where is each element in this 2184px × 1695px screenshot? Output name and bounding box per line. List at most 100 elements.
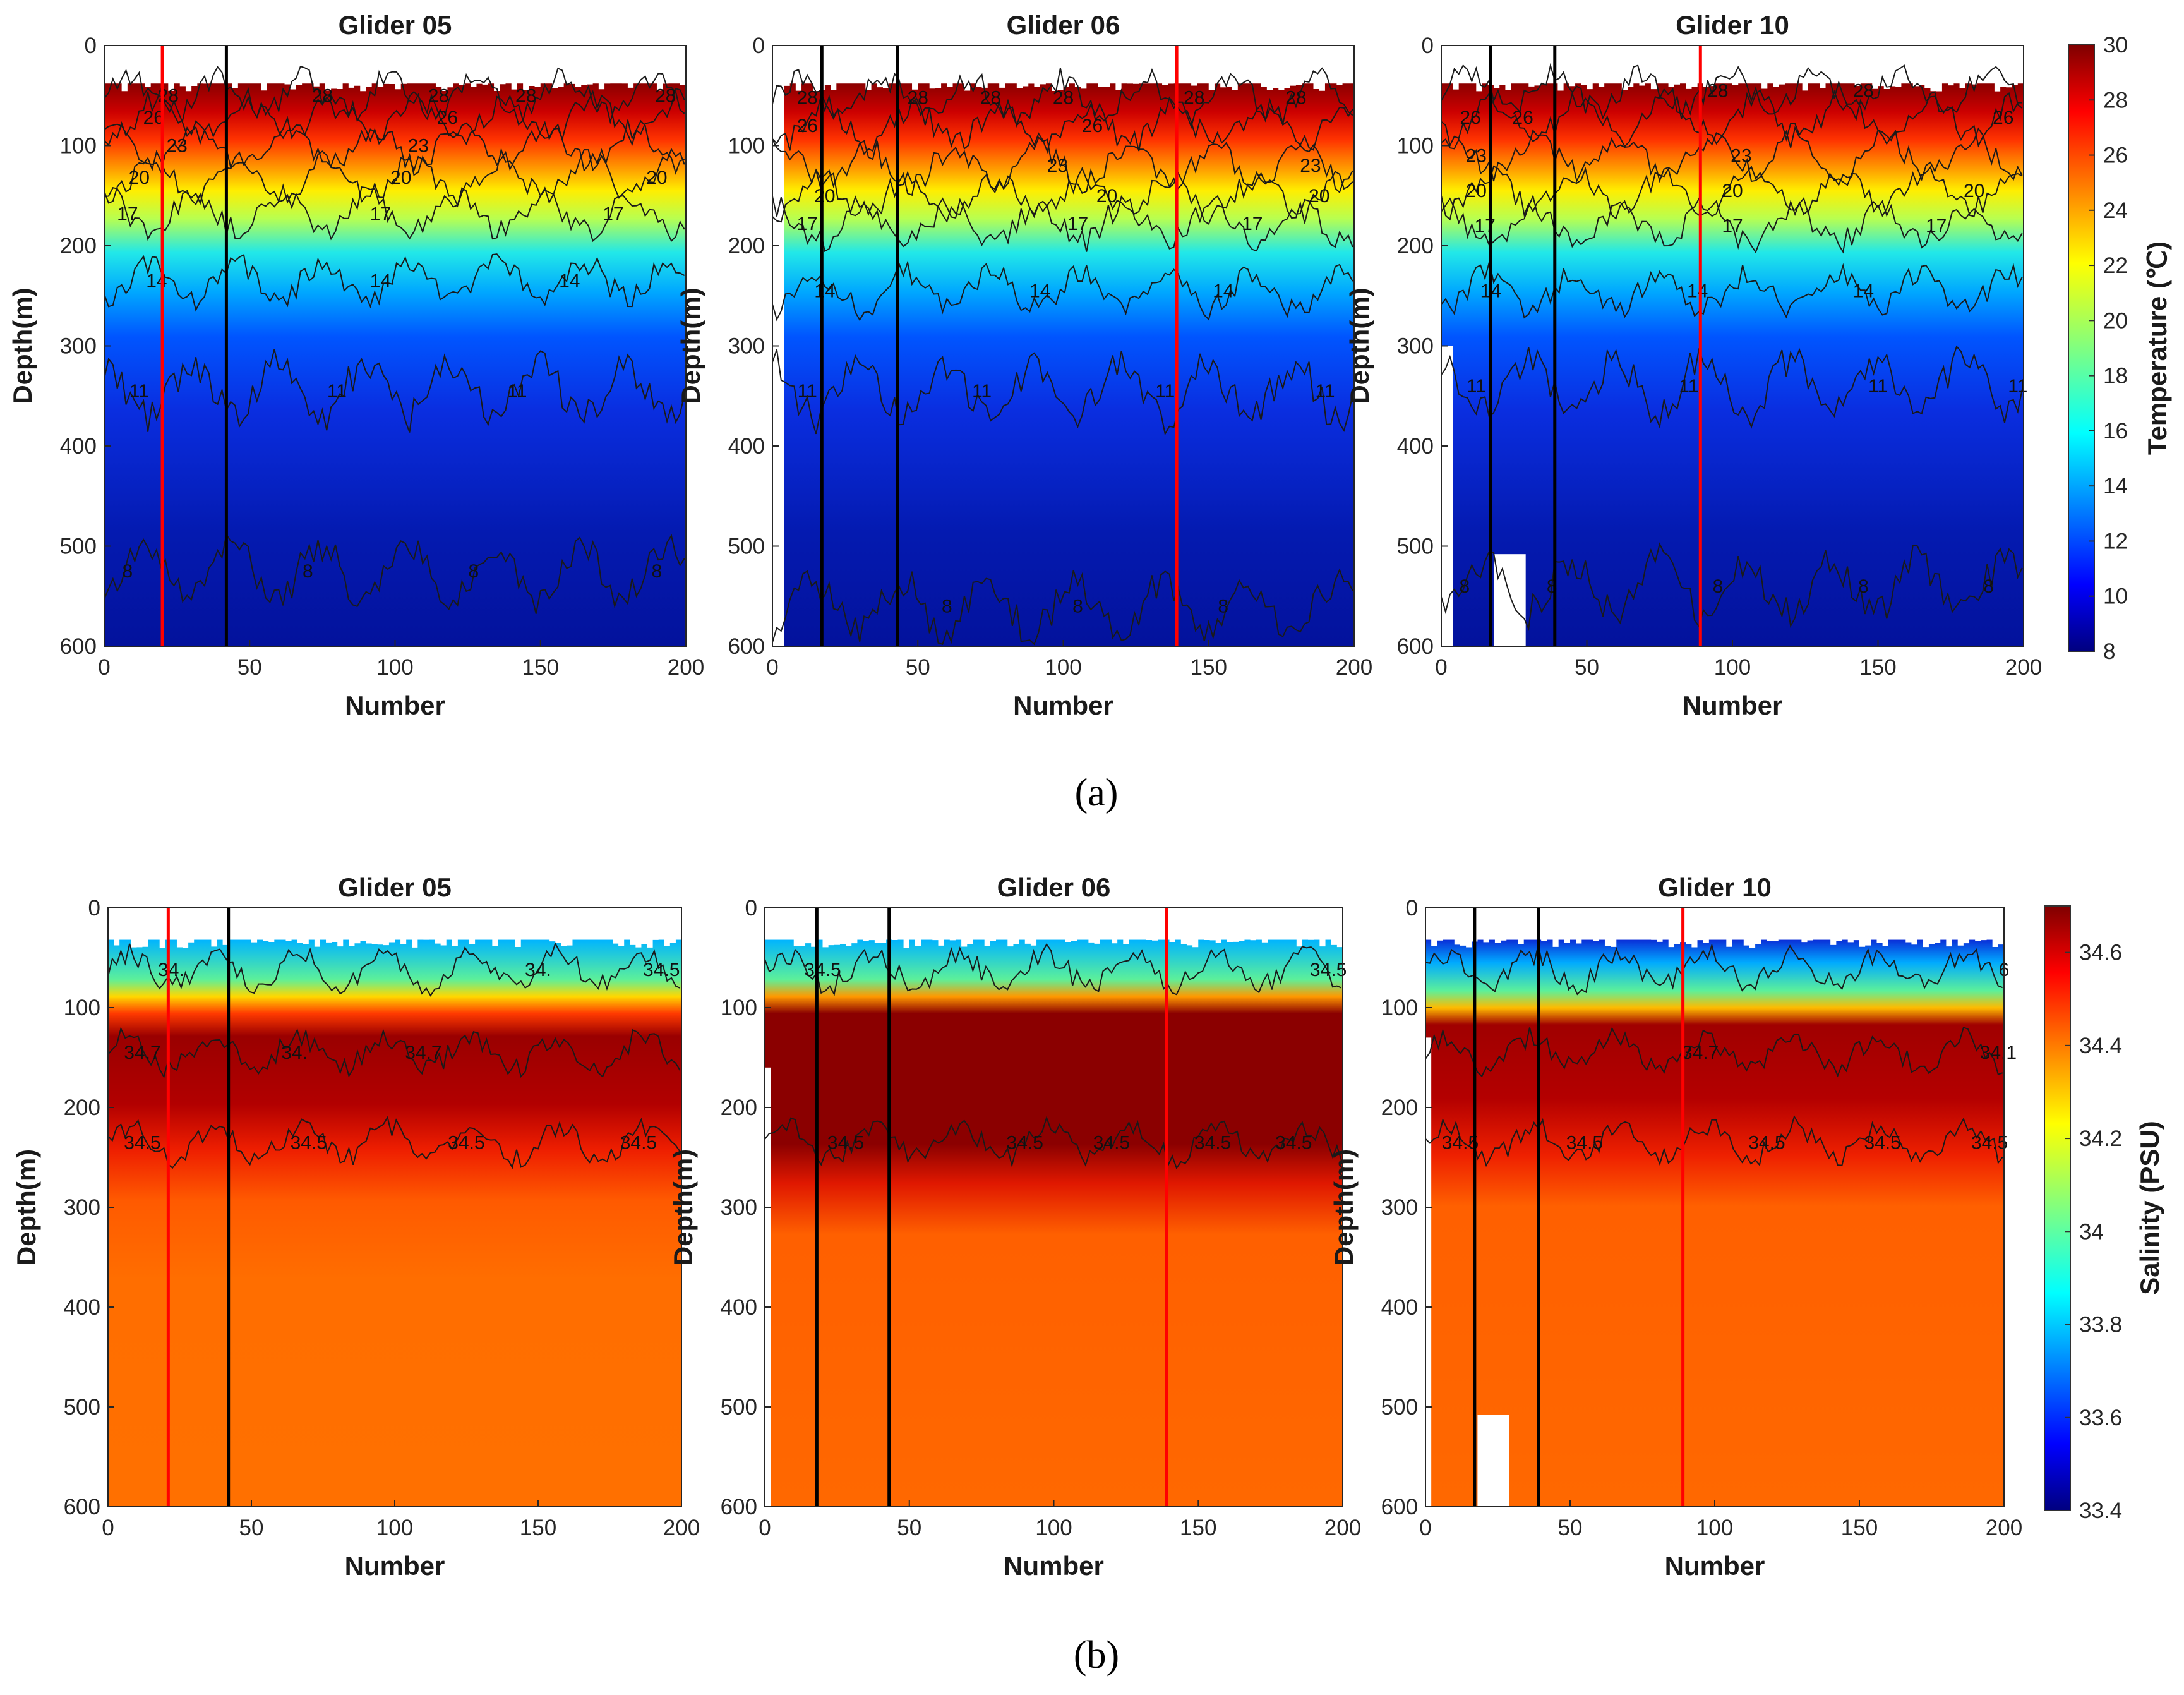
- contour-label: 17: [117, 203, 138, 224]
- colorbar-tick-label: 34.4: [2079, 1034, 2122, 1058]
- contour-line: [104, 186, 685, 243]
- panel-title: Glider 05: [339, 10, 452, 40]
- contour-label: 34.5: [827, 1132, 864, 1153]
- x-axis-label: Number: [345, 691, 445, 720]
- contour-label: 34.7: [1682, 1042, 1719, 1063]
- x-tick-label: 50: [239, 1516, 264, 1540]
- y-axis-label: Depth(m): [1345, 287, 1374, 404]
- y-tick-label: 200: [60, 234, 97, 258]
- contour-label: 34.5: [1971, 1132, 2008, 1153]
- contour-line: [764, 943, 1342, 996]
- surface-edge: [1441, 45, 2024, 92]
- y-tick-label: 400: [1381, 1295, 1418, 1320]
- contour-label: 14: [1853, 280, 1874, 301]
- colorbar-tick-label: 24: [2103, 198, 2128, 223]
- y-axis-label: Depth(m): [1329, 1149, 1359, 1265]
- y-axis-label: Depth(m): [676, 287, 705, 404]
- x-tick-label: 100: [1714, 655, 1751, 680]
- x-tick-label: 200: [1324, 1516, 1361, 1540]
- salinity-colorbar: 33.4 33.6 33.8 34 34.2 34.4 34.6 Salinity (PSU…: [2044, 905, 2164, 1523]
- contour-label: 23: [1466, 145, 1487, 166]
- x-tick-label: 100: [1045, 655, 1081, 680]
- x-tick-label: 0: [98, 655, 110, 680]
- colorbar-tick-label: 8: [2103, 639, 2115, 664]
- contour-label: 11: [129, 381, 149, 402]
- field-heatmap: [1441, 83, 2024, 647]
- y-tick-label: 400: [64, 1295, 100, 1320]
- y-tick-label: 600: [64, 1495, 100, 1519]
- contour-label: 23: [1300, 155, 1321, 176]
- contour-label: 8: [122, 561, 133, 582]
- contour-line: [104, 349, 685, 433]
- contour-label: 8: [1858, 576, 1869, 597]
- colorbar-tick-label: 22: [2103, 253, 2128, 278]
- contour-label: 8: [1218, 596, 1228, 617]
- y-tick-label: 100: [728, 134, 765, 159]
- contour-label: 17: [1722, 215, 1743, 236]
- contour-label: 34.: [525, 960, 551, 980]
- colorbar-tick-label: 20: [2103, 308, 2128, 333]
- colorbar-tick-label: 34: [2079, 1219, 2104, 1244]
- salinity-colorbar-label: Salinity (PSU): [2135, 1121, 2164, 1294]
- contour-label: 26: [437, 107, 458, 128]
- y-tick-label: 500: [721, 1395, 757, 1420]
- y-tick-label: 400: [60, 434, 97, 459]
- contour-label: 20: [814, 186, 835, 207]
- x-axis-label: Number: [1004, 1551, 1104, 1581]
- x-axis-label: Number: [345, 1551, 445, 1581]
- x-tick-label: 150: [1191, 655, 1227, 680]
- contour-label: 26: [797, 116, 818, 136]
- x-tick-label: 0: [766, 655, 778, 680]
- x-tick-label: 150: [520, 1516, 556, 1540]
- contour-line: [107, 942, 681, 997]
- y-tick-label: 100: [1397, 134, 1434, 159]
- contour-label: 28: [1853, 80, 1874, 101]
- contour-label: 34.5: [804, 960, 841, 980]
- x-tick-label: 200: [2005, 655, 2042, 680]
- temperature-colorbar-label: Temperature (℃): [2142, 241, 2172, 455]
- contour-label: 26: [143, 107, 164, 128]
- y-tick-label: 400: [721, 1295, 757, 1320]
- data-gap: [1441, 346, 1453, 646]
- x-tick-label: 50: [906, 655, 930, 680]
- contour-label: 26: [1993, 107, 2013, 128]
- contour-label: 8: [1983, 576, 1994, 597]
- contour-label: 34.: [158, 960, 184, 980]
- contour-label: 34.5: [1194, 1132, 1231, 1153]
- contour-label: 17: [797, 214, 818, 234]
- panel-title: Glider 10: [1676, 10, 1789, 40]
- surface-edge: [104, 45, 686, 92]
- contour-label: 20: [1096, 186, 1117, 207]
- contour-label: 14: [1687, 280, 1708, 301]
- contour-line: [1441, 126, 2023, 187]
- y-tick-label: 500: [64, 1395, 100, 1420]
- x-tick-label: 0: [759, 1516, 771, 1540]
- contour-label: 14: [1213, 280, 1233, 301]
- contour-label: 20: [646, 167, 667, 188]
- y-tick-label: 200: [64, 1095, 100, 1120]
- y-tick-label: 300: [60, 334, 97, 359]
- contour-line: [1441, 542, 2023, 632]
- colorbar-tick-label: 34.2: [2079, 1126, 2122, 1151]
- contour-line: [104, 116, 685, 176]
- contour-label: 26: [1512, 107, 1533, 128]
- contour-label: 8: [468, 561, 479, 582]
- x-tick-label: 50: [1558, 1516, 1583, 1540]
- panel-title: Glider 05: [338, 872, 452, 902]
- contour-line: [772, 568, 1353, 646]
- contour-label: 34.5: [1442, 1132, 1479, 1153]
- temperature-colorbar-gradient: [2068, 44, 2095, 652]
- y-tick-label: 100: [721, 996, 757, 1020]
- colorbar-tick-label: 33.6: [2079, 1406, 2122, 1430]
- colorbar-tick-label: 28: [2103, 88, 2128, 112]
- contour-line: [772, 260, 1353, 322]
- contour-label: 26: [1460, 107, 1480, 128]
- contour-label: 23: [1731, 145, 1751, 166]
- x-tick-label: 150: [1859, 655, 1896, 680]
- x-tick-label: 50: [1575, 655, 1599, 680]
- data-gap: [1477, 1415, 1509, 1507]
- x-tick-label: 100: [376, 655, 413, 680]
- colorbar-tick-label: 26: [2103, 143, 2128, 168]
- contour-line: [764, 1116, 1342, 1170]
- y-tick-label: 600: [60, 634, 97, 659]
